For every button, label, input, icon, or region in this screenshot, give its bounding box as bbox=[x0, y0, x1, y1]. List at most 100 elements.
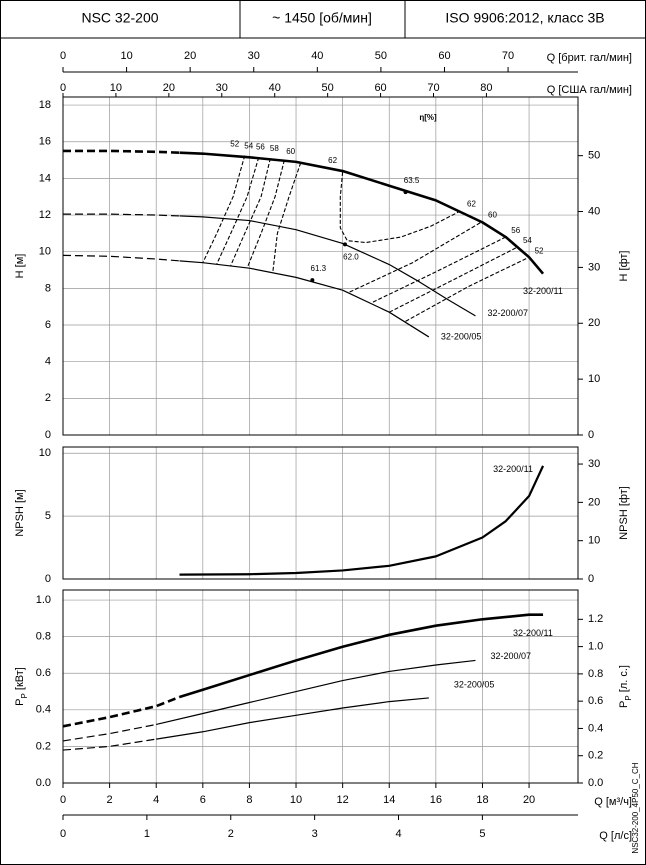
efficiency-label: 60 bbox=[286, 147, 295, 156]
y-tick-label: 6 bbox=[45, 319, 51, 331]
efficiency-label: 62 bbox=[328, 156, 337, 165]
efficiency-contour bbox=[388, 246, 518, 313]
x-tick-label: 18 bbox=[476, 794, 488, 806]
curve-label: 32-200/05 bbox=[454, 679, 495, 689]
y2-tick-label: 20 bbox=[588, 317, 600, 329]
label-main: P bbox=[618, 701, 630, 708]
y2-tick-label: 0 bbox=[588, 429, 594, 441]
x-tick-label: 30 bbox=[248, 50, 260, 62]
y-tick-label: 8 bbox=[45, 282, 51, 294]
x-tick-label: 1 bbox=[144, 828, 150, 840]
x-tick-label: 70 bbox=[427, 82, 439, 94]
plot-frame bbox=[62, 589, 579, 784]
efficiency-contour bbox=[339, 171, 462, 244]
y-axis-title: NPSH [м] bbox=[14, 489, 26, 536]
x-tick-label: 20 bbox=[184, 50, 196, 62]
y-axis-title: PP [л. с.] bbox=[618, 665, 633, 708]
y-tick-label: 12 bbox=[39, 209, 51, 221]
label-unit: [кВт] bbox=[14, 667, 26, 693]
plot-frame bbox=[62, 96, 579, 436]
efficiency-axis-label: η[%] bbox=[419, 113, 437, 122]
efficiency-contour bbox=[372, 236, 507, 303]
y-tick-label: 14 bbox=[39, 172, 51, 184]
y-axis-title: H [м] bbox=[14, 254, 26, 279]
curve bbox=[63, 149, 180, 155]
x-tick-label: 80 bbox=[480, 82, 492, 94]
drawing-code: NSC32-200_4P50_C_CH bbox=[631, 762, 640, 853]
curve bbox=[179, 215, 476, 317]
efficiency-label: 54 bbox=[523, 236, 532, 245]
curve-label: 32-200/07 bbox=[487, 308, 528, 318]
plot-frame bbox=[62, 446, 579, 580]
y-tick-label: 4 bbox=[45, 356, 51, 368]
y-tick-label: 0 bbox=[45, 429, 51, 441]
x-tick-label: 4 bbox=[153, 794, 159, 806]
curve bbox=[179, 613, 544, 699]
label-sub: P bbox=[624, 695, 633, 700]
label-unit: [л. с.] bbox=[618, 665, 630, 695]
x-tick-label: 3 bbox=[312, 828, 318, 840]
curve-label: 32-200/11 bbox=[523, 286, 563, 296]
y-tick-label: 0.8 bbox=[36, 631, 51, 643]
curve bbox=[156, 659, 476, 726]
efficiency-point-label: 63.5 bbox=[404, 176, 420, 185]
y2-tick-label: 10 bbox=[588, 535, 600, 547]
label-main: P bbox=[14, 699, 26, 706]
y-tick-label: 10 bbox=[39, 447, 51, 459]
x-tick-label: 0 bbox=[60, 50, 66, 62]
curve bbox=[62, 254, 180, 262]
efficiency-contour bbox=[230, 158, 271, 266]
curve-label: 32-200/11 bbox=[513, 628, 553, 638]
efficiency-point-label: 61.3 bbox=[311, 264, 327, 273]
efficiency-label: 56 bbox=[256, 142, 265, 151]
x-tick-label: 5 bbox=[479, 828, 485, 840]
curve-label: 32-200/07 bbox=[490, 651, 531, 661]
y2-tick-label: 20 bbox=[588, 496, 600, 508]
y-tick-label: 0.6 bbox=[36, 667, 51, 679]
y2-tick-label: 10 bbox=[588, 373, 600, 385]
curve bbox=[62, 738, 157, 751]
y-axis-title: H [фт] bbox=[618, 251, 630, 282]
x-tick-label: 6 bbox=[200, 794, 206, 806]
y-tick-label: 18 bbox=[39, 99, 51, 111]
x-tick-label: 20 bbox=[523, 794, 535, 806]
header-cell: ~ 1450 [об/мин] bbox=[272, 10, 372, 26]
x-tick-label: 8 bbox=[246, 794, 252, 806]
y2-tick-label: 0.4 bbox=[588, 722, 603, 734]
efficiency-label: 60 bbox=[488, 211, 497, 220]
curve-label: 32-200/11 bbox=[493, 464, 533, 474]
x-tick-label: 60 bbox=[438, 50, 450, 62]
x-tick-label: 4 bbox=[395, 828, 401, 840]
efficiency-point-label: 62.0 bbox=[343, 252, 359, 261]
y2-tick-label: 0 bbox=[588, 573, 594, 585]
y-tick-label: 10 bbox=[39, 246, 51, 258]
x-axis-title: Q [брит. гал/мин] bbox=[547, 52, 632, 64]
efficiency-label: 62 bbox=[467, 200, 476, 209]
curve-label: 32-200/05 bbox=[441, 331, 482, 341]
x-tick-label: 50 bbox=[322, 82, 334, 94]
y2-tick-label: 0.0 bbox=[588, 777, 603, 789]
curve bbox=[179, 260, 430, 338]
header-cell: NSC 32-200 bbox=[81, 10, 158, 26]
efficiency-contour bbox=[202, 155, 246, 263]
x-axis-title: Q [США гал/мин] bbox=[547, 84, 632, 96]
efficiency-label: 52 bbox=[535, 246, 544, 255]
efficiency-contour bbox=[405, 256, 530, 322]
curve bbox=[62, 723, 157, 742]
x-tick-label: 70 bbox=[502, 50, 514, 62]
x-axis-title: Q [м³/ч] bbox=[594, 796, 632, 808]
y-tick-label: 0 bbox=[45, 573, 51, 585]
y-axis-title: NPSH [фт] bbox=[618, 486, 630, 540]
x-tick-label: 2 bbox=[107, 794, 113, 806]
x-tick-label: 14 bbox=[383, 794, 395, 806]
x-tick-label: 10 bbox=[120, 50, 132, 62]
efficiency-label: 54 bbox=[244, 141, 253, 150]
x-tick-label: 10 bbox=[110, 82, 122, 94]
x-tick-label: 40 bbox=[311, 50, 323, 62]
x-tick-label: 0 bbox=[60, 82, 66, 94]
header-cell: ISO 9906:2012, класс 3В bbox=[445, 10, 604, 26]
curve bbox=[156, 697, 429, 740]
y2-tick-label: 50 bbox=[588, 150, 600, 162]
